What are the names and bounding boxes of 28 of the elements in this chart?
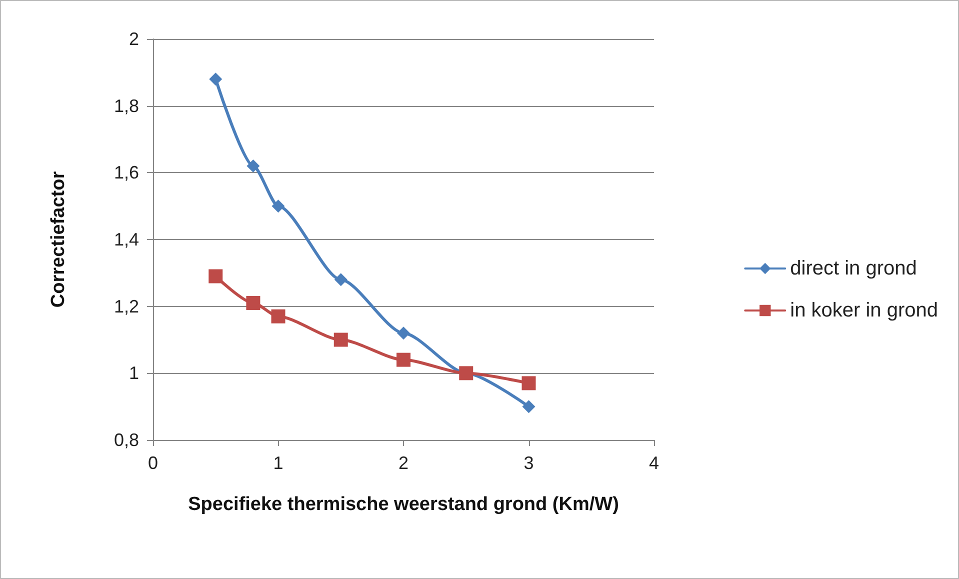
x-tick-label: 4: [648, 453, 660, 473]
point: [272, 200, 285, 213]
x-tick-label: 0: [148, 453, 158, 473]
y-tick-label: 1,4: [114, 230, 139, 250]
point: [209, 72, 222, 86]
y-tick-label: 1,8: [114, 96, 139, 116]
point: [522, 376, 536, 390]
legend-label: in koker in grond: [790, 300, 938, 322]
y-tick-label: 1: [128, 363, 139, 384]
x-axis-title: Specifieke thermische weerstand grond (Km/W): [188, 494, 619, 515]
point: [334, 332, 348, 347]
point: [246, 159, 260, 172]
point: [271, 309, 286, 324]
x-tick-label: 2: [398, 453, 409, 473]
point: [522, 400, 536, 414]
point: [246, 296, 260, 310]
y-tick-label: 1,2: [114, 296, 139, 316]
y-tick-label: 0,8: [114, 430, 139, 450]
point: [396, 352, 410, 367]
point: [334, 273, 348, 286]
y-tick-label: 2: [128, 29, 139, 49]
legend-label: direct in grond: [790, 258, 917, 280]
point: [208, 269, 223, 284]
y-tick-label: 1,6: [114, 162, 139, 183]
x-tick-label: 3: [524, 453, 534, 473]
x-tick-label: 1: [273, 453, 284, 473]
y-axis-title: Correctiefactor: [48, 170, 69, 308]
point: [397, 326, 410, 340]
